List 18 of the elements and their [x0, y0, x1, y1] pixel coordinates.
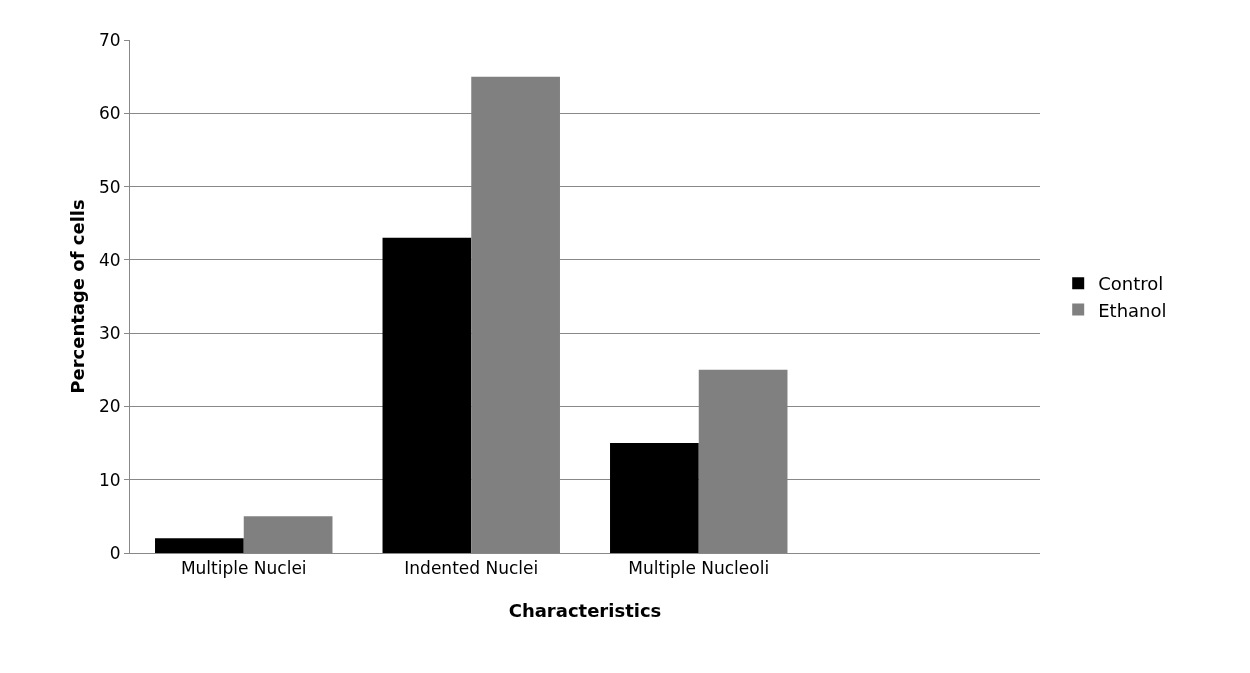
y-tick-label: 0	[109, 542, 121, 563]
bar	[610, 443, 699, 553]
y-tick-label: 40	[98, 249, 121, 270]
x-tick-label: Multiple Nucleoli	[628, 558, 770, 579]
legend-label: Control	[1098, 273, 1164, 295]
y-tick-label: 10	[98, 469, 121, 490]
x-tick-label: Indented Nuclei	[404, 558, 539, 579]
x-axis-title: Characteristics	[508, 600, 662, 621]
legend-label: Ethanol	[1098, 299, 1167, 321]
y-tick-label: 60	[98, 103, 121, 124]
y-tick-label: 20	[98, 396, 121, 417]
x-tick-label: Multiple Nuclei	[180, 558, 307, 579]
y-tick-label: 50	[98, 176, 121, 197]
bar	[155, 538, 244, 553]
y-axis-title: Percentage of cells	[67, 199, 88, 394]
y-tick-label: 30	[98, 323, 121, 344]
bar	[382, 237, 472, 553]
y-tick-label: 70	[98, 29, 121, 50]
